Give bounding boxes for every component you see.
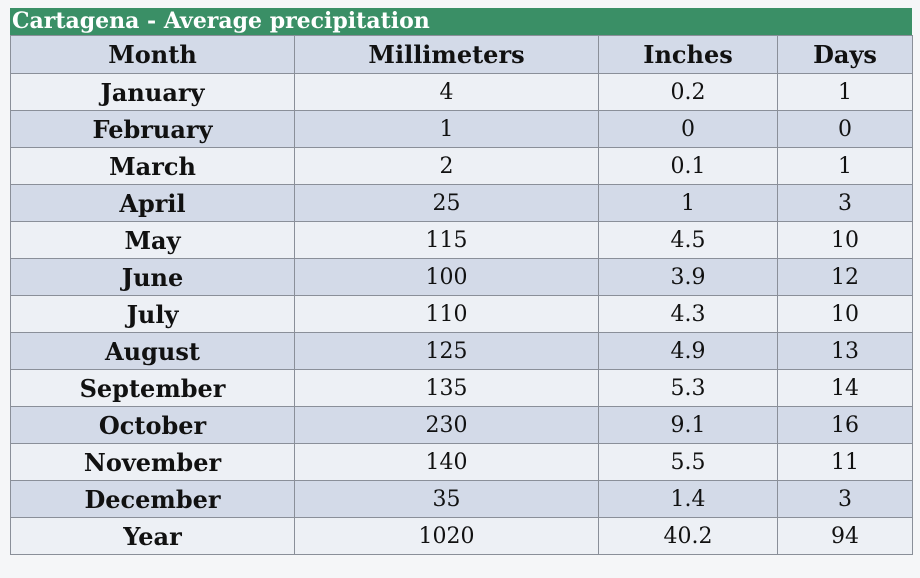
days-cell: 16 xyxy=(777,406,913,444)
days-cell: 11 xyxy=(777,443,913,481)
table-row: December 35 1.4 3 xyxy=(10,480,913,518)
table-caption: Cartagena - Average precipitation xyxy=(10,8,912,35)
month-cell: August xyxy=(10,332,295,370)
days-cell: 13 xyxy=(777,332,913,370)
table-row: April 25 1 3 xyxy=(10,184,913,222)
days-cell: 1 xyxy=(777,147,913,185)
table-row: November 140 5.5 11 xyxy=(10,443,913,481)
millimeters-cell: 125 xyxy=(294,332,599,370)
inches-cell: 3.9 xyxy=(598,258,778,296)
inches-cell: 40.2 xyxy=(598,517,778,555)
table-row: June 100 3.9 12 xyxy=(10,258,913,296)
days-cell: 0 xyxy=(777,110,913,148)
days-cell: 14 xyxy=(777,369,913,407)
table-row: August 125 4.9 13 xyxy=(10,332,913,370)
month-cell: December xyxy=(10,480,295,518)
millimeters-cell: 115 xyxy=(294,221,599,259)
header-month: Month xyxy=(10,35,295,74)
inches-cell: 5.5 xyxy=(598,443,778,481)
month-cell: Year xyxy=(10,517,295,555)
precipitation-table: Month Millimeters Inches Days January 4 … xyxy=(10,35,913,555)
days-cell: 12 xyxy=(777,258,913,296)
month-cell: September xyxy=(10,369,295,407)
inches-cell: 1.4 xyxy=(598,480,778,518)
millimeters-cell: 100 xyxy=(294,258,599,296)
month-cell: February xyxy=(10,110,295,148)
millimeters-cell: 1 xyxy=(294,110,599,148)
days-cell: 3 xyxy=(777,480,913,518)
inches-cell: 0 xyxy=(598,110,778,148)
month-cell: June xyxy=(10,258,295,296)
inches-cell: 4.3 xyxy=(598,295,778,333)
precipitation-table-container: Cartagena - Average precipitation Month … xyxy=(10,8,913,555)
millimeters-cell: 35 xyxy=(294,480,599,518)
millimeters-cell: 25 xyxy=(294,184,599,222)
month-cell: March xyxy=(10,147,295,185)
table-row: May 115 4.5 10 xyxy=(10,221,913,259)
table-row: February 1 0 0 xyxy=(10,110,913,148)
month-cell: May xyxy=(10,221,295,259)
days-cell: 10 xyxy=(777,221,913,259)
table-row: July 110 4.3 10 xyxy=(10,295,913,333)
inches-cell: 0.1 xyxy=(598,147,778,185)
header-millimeters: Millimeters xyxy=(294,35,599,74)
table-row: January 4 0.2 1 xyxy=(10,73,913,111)
millimeters-cell: 140 xyxy=(294,443,599,481)
inches-cell: 9.1 xyxy=(598,406,778,444)
table-header-row: Month Millimeters Inches Days xyxy=(10,35,913,74)
table-row: September 135 5.3 14 xyxy=(10,369,913,407)
table-row: October 230 9.1 16 xyxy=(10,406,913,444)
month-cell: July xyxy=(10,295,295,333)
month-cell: October xyxy=(10,406,295,444)
inches-cell: 5.3 xyxy=(598,369,778,407)
header-inches: Inches xyxy=(598,35,778,74)
month-cell: January xyxy=(10,73,295,111)
month-cell: April xyxy=(10,184,295,222)
table-row-year-total: Year 1020 40.2 94 xyxy=(10,517,913,555)
days-cell: 3 xyxy=(777,184,913,222)
inches-cell: 4.9 xyxy=(598,332,778,370)
days-cell: 1 xyxy=(777,73,913,111)
millimeters-cell: 2 xyxy=(294,147,599,185)
days-cell: 10 xyxy=(777,295,913,333)
millimeters-cell: 230 xyxy=(294,406,599,444)
millimeters-cell: 4 xyxy=(294,73,599,111)
millimeters-cell: 135 xyxy=(294,369,599,407)
millimeters-cell: 1020 xyxy=(294,517,599,555)
month-cell: November xyxy=(10,443,295,481)
millimeters-cell: 110 xyxy=(294,295,599,333)
header-days: Days xyxy=(777,35,913,74)
table-row: March 2 0.1 1 xyxy=(10,147,913,185)
inches-cell: 0.2 xyxy=(598,73,778,111)
inches-cell: 4.5 xyxy=(598,221,778,259)
inches-cell: 1 xyxy=(598,184,778,222)
days-cell: 94 xyxy=(777,517,913,555)
